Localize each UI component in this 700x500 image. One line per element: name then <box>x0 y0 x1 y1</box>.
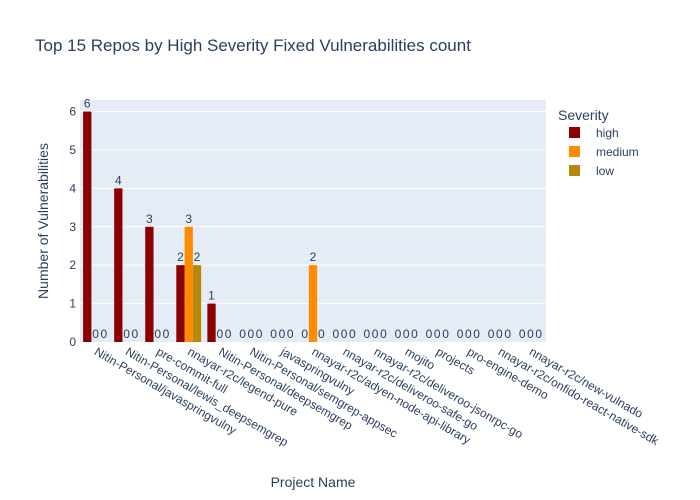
bar-high <box>176 265 185 342</box>
bar-value-label: 0 <box>527 327 534 341</box>
y-tick-label: 2 <box>69 258 76 272</box>
bar-value-label: 0 <box>380 327 387 341</box>
bar-value-label: 0 <box>332 327 339 341</box>
y-tick-label: 1 <box>69 297 76 311</box>
bar-high <box>207 303 216 342</box>
y-tick-label: 5 <box>69 143 76 157</box>
legend-swatch <box>569 127 580 138</box>
bar-value-label: 0 <box>496 327 503 341</box>
bar-value-label: 0 <box>123 327 130 341</box>
bar-value-label: 0 <box>154 327 161 341</box>
legend-title: Severity <box>558 107 609 123</box>
bar-value-label: 0 <box>473 327 480 341</box>
y-tick-label: 3 <box>69 220 76 234</box>
bar-value-label: 0 <box>287 327 294 341</box>
bar-value-label: 0 <box>395 327 402 341</box>
bar-value-label: 0 <box>270 327 277 341</box>
bar-value-label: 0 <box>403 327 410 341</box>
x-axis-title: Project Name <box>271 474 356 490</box>
bar-value-label: 0 <box>216 327 223 341</box>
bar-value-label: 2 <box>310 250 317 264</box>
legend-label: low <box>596 164 614 178</box>
bar-value-label: 0 <box>163 327 170 341</box>
bar-medium <box>308 265 318 342</box>
legend-item-low[interactable]: low <box>569 164 614 178</box>
bar-value-label: 2 <box>194 250 201 264</box>
bar-value-label: 0 <box>465 327 472 341</box>
legend-swatch <box>569 146 580 157</box>
bar-value-label: 0 <box>341 327 348 341</box>
bar-high <box>114 188 123 342</box>
bar-value-label: 0 <box>92 327 99 341</box>
bar-value-label: 0 <box>301 327 308 341</box>
bar-value-label: 0 <box>434 327 441 341</box>
bar-value-label: 0 <box>100 327 107 341</box>
bar-value-label: 0 <box>349 327 356 341</box>
bar-value-label: 0 <box>457 327 464 341</box>
bar-value-label: 0 <box>364 327 371 341</box>
legend-swatch <box>569 165 580 176</box>
legend-item-high[interactable]: high <box>569 126 619 140</box>
bar-value-label: 1 <box>208 289 215 303</box>
legend-label: high <box>596 126 619 140</box>
bar-value-label: 0 <box>426 327 433 341</box>
bar-value-label: 0 <box>239 327 246 341</box>
bar-high <box>83 111 92 343</box>
bar-value-label: 4 <box>115 173 122 187</box>
bar-value-label: 3 <box>185 212 192 226</box>
bar-value-label: 0 <box>318 327 325 341</box>
bar-value-label: 0 <box>504 327 511 341</box>
y-tick-label: 0 <box>69 335 76 349</box>
chart-title: Top 15 Repos by High Severity Fixed Vuln… <box>35 36 471 55</box>
legend-item-medium[interactable]: medium <box>569 145 639 159</box>
bar-value-label: 2 <box>177 250 184 264</box>
y-axis-ticks: 0 1 2 3 4 5 6 <box>69 105 76 349</box>
bar-medium <box>184 226 193 342</box>
bar-value-label: 0 <box>411 327 418 341</box>
y-axis-title: Number of Vulnerabilities <box>35 143 51 299</box>
y-tick-label: 6 <box>69 105 76 119</box>
bar-value-label: 0 <box>442 327 449 341</box>
bar-value-label: 0 <box>279 327 286 341</box>
bar-value-label: 6 <box>84 97 91 111</box>
bar-value-label: 0 <box>256 327 263 341</box>
bar-value-label: 0 <box>248 327 255 341</box>
bar-value-label: 3 <box>146 212 153 226</box>
bar-value-label: 0 <box>488 327 495 341</box>
bars <box>83 111 318 343</box>
bar-value-label: 0 <box>519 327 526 341</box>
bar-value-label: 0 <box>372 327 379 341</box>
bar-low <box>192 265 202 342</box>
bar-high <box>145 226 154 342</box>
bar-value-label: 0 <box>225 327 232 341</box>
legend-label: medium <box>596 145 639 159</box>
bar-value-label: 0 <box>132 327 139 341</box>
x-axis-ticks: Nitin-Personal/javaspringvulnyNitin-Pers… <box>92 344 662 450</box>
y-tick-label: 4 <box>69 181 76 195</box>
bar-value-label: 0 <box>535 327 542 341</box>
legend: Severity high medium low <box>558 107 639 178</box>
